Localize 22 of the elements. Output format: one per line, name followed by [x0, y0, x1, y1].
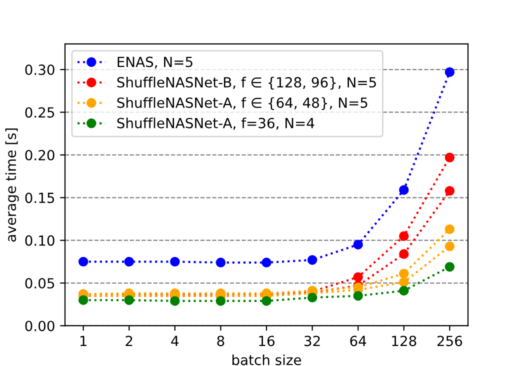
x-tick-label: 4	[171, 336, 179, 346]
legend-label: ENAS, N=5	[118, 56, 192, 69]
legend-label: ShuffleNASNet-A, f ∈ {64, 48}, N=5	[117, 97, 368, 110]
y-axis-title: average time [s]	[5, 128, 19, 242]
x-tick-label: 2	[126, 336, 132, 346]
legend-label: ShuffleNASNet-B, f ∈ {128, 96}, N=5	[117, 76, 376, 90]
x-tick-label: 8	[217, 336, 224, 346]
x-tick-label: 1	[80, 336, 86, 346]
y-tick-label: 0.05	[25, 278, 54, 289]
y-tick-label: 0.10	[25, 235, 54, 246]
x-tick-label: 256	[437, 336, 462, 346]
y-tick-label: 0.00	[25, 320, 54, 332]
x-tick-label: 128	[392, 336, 416, 346]
y-tick-label: 0.25	[25, 107, 54, 118]
x-axis-title: batch size	[232, 354, 302, 366]
x-tick-label: 32	[304, 336, 320, 346]
y-tick-label: 0.30	[25, 64, 54, 76]
y-tick-label: 0.20	[25, 150, 54, 160]
x-tick-label: 16	[259, 336, 274, 346]
y-tick-label: 0.15	[25, 192, 54, 204]
x-tick-label: 64	[350, 336, 366, 346]
legend-label: ShuffleNASNet-A, f=36, N=4	[117, 118, 314, 130]
